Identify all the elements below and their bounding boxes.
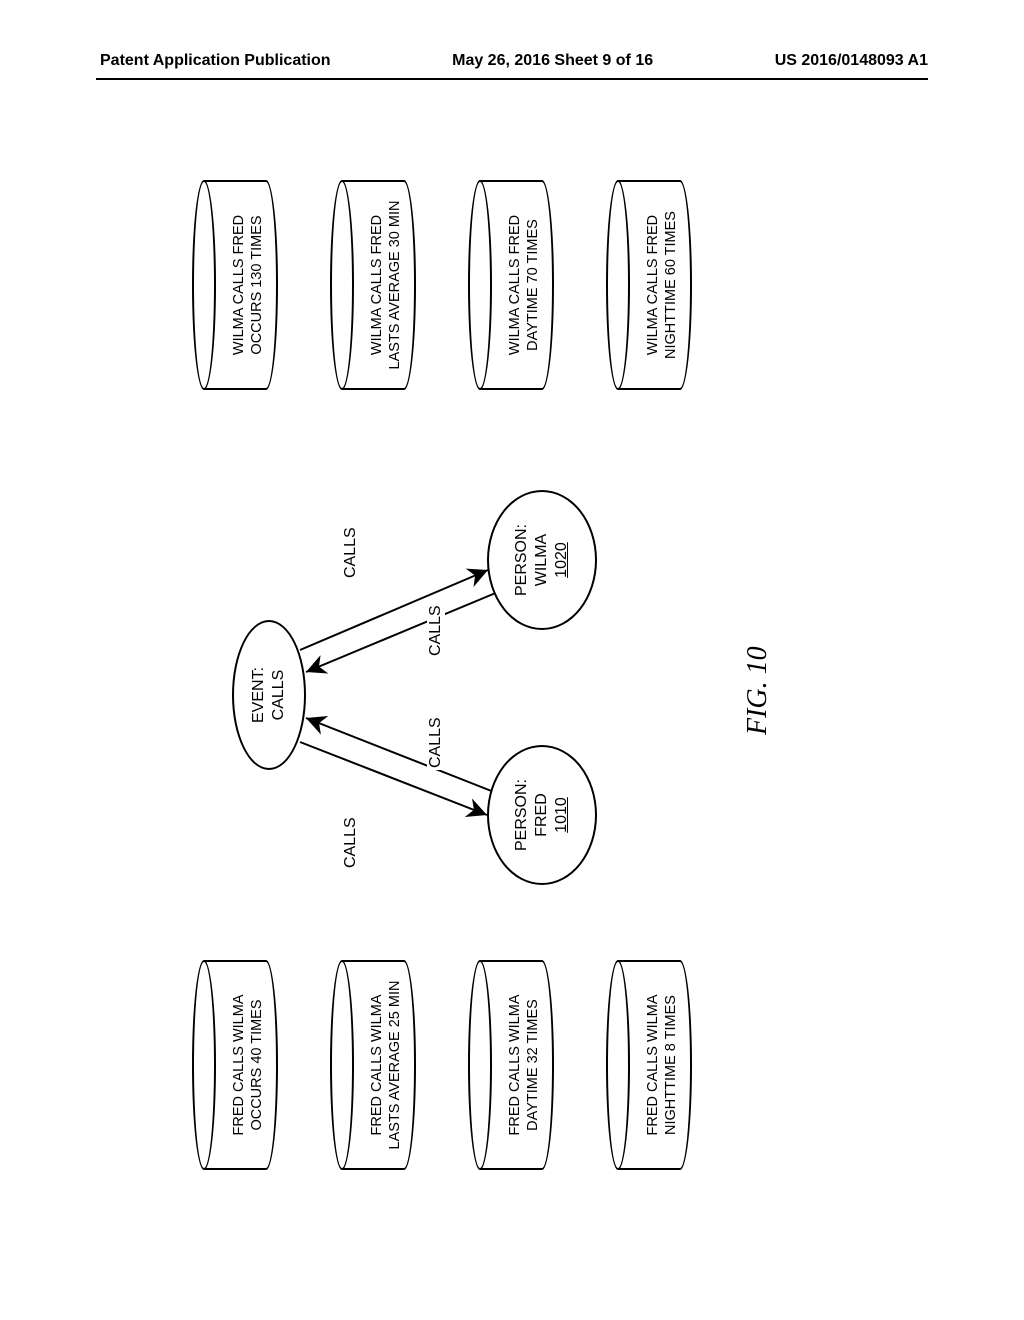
node-wilma-label2: WILMA	[533, 534, 550, 586]
node-wilma-ref: 1020	[553, 542, 570, 578]
figure-caption: FIG. 10	[742, 646, 774, 735]
cylinder-right-1-text: WILMA CALLS FREDLASTS AVERAGE 30 MIN	[350, 180, 404, 390]
cylinder-right-3-text: WILMA CALLS FREDNIGHTTIME 60 TIMES	[626, 180, 680, 390]
node-wilma-label1: PERSON:	[513, 524, 530, 596]
cylinder-left-1-text: FRED CALLS WILMALASTS AVERAGE 25 MIN	[350, 960, 404, 1170]
header-center: May 26, 2016 Sheet 9 of 16	[452, 52, 653, 70]
cylinder-left-2: FRED CALLS WILMADAYTIME 32 TIMES	[468, 960, 554, 1170]
node-fred-ref: 1010	[553, 797, 570, 833]
cylinder-left-2-text: FRED CALLS WILMADAYTIME 32 TIMES	[488, 960, 542, 1170]
cylinder-left-1: FRED CALLS WILMALASTS AVERAGE 25 MIN	[330, 960, 416, 1170]
cylinder-left-3: FRED CALLS WILMANIGHTTIME 8 TIMES	[606, 960, 692, 1170]
node-event-label1: EVENT:	[250, 667, 267, 723]
header-left: Patent Application Publication	[100, 52, 331, 70]
cylinder-right-2: WILMA CALLS FREDDAYTIME 70 TIMES	[468, 180, 554, 390]
page-header: Patent Application Publication May 26, 2…	[0, 52, 1024, 70]
cylinder-left-0-text: FRED CALLS WILMAOCCURS 40 TIMES	[212, 960, 266, 1170]
cylinder-right-0-text: WILMA CALLS FREDOCCURS 130 TIMES	[212, 180, 266, 390]
edge-label-event-fred: CALLS	[342, 815, 360, 870]
node-fred-label1: PERSON:	[513, 779, 530, 851]
node-event: EVENT: CALLS	[232, 620, 306, 770]
cylinder-right-3: WILMA CALLS FREDNIGHTTIME 60 TIMES	[606, 180, 692, 390]
edge-label-wilma-event: CALLS	[427, 603, 445, 658]
cylinder-right-0: WILMA CALLS FREDOCCURS 130 TIMES	[192, 180, 278, 390]
header-right: US 2016/0148093 A1	[775, 52, 928, 70]
edge-label-event-wilma: CALLS	[342, 525, 360, 580]
node-event-label2: CALLS	[270, 670, 287, 721]
arrow-wilma-to-event	[306, 592, 498, 672]
node-fred-label2: FRED	[533, 793, 550, 837]
arrow-event-to-wilma	[300, 570, 488, 650]
node-wilma: PERSON: WILMA 1020	[487, 490, 597, 630]
figure-diagram: FRED CALLS WILMAOCCURS 40 TIMES FRED CAL…	[112, 160, 912, 1190]
cylinder-right-1: WILMA CALLS FREDLASTS AVERAGE 30 MIN	[330, 180, 416, 390]
figure-viewport: FRED CALLS WILMAOCCURS 40 TIMES FRED CAL…	[0, 275, 1024, 1075]
header-rule	[96, 78, 928, 80]
edge-label-fred-event: CALLS	[427, 715, 445, 770]
cylinder-left-0: FRED CALLS WILMAOCCURS 40 TIMES	[192, 960, 278, 1170]
node-fred: PERSON: FRED 1010	[487, 745, 597, 885]
cylinder-left-3-text: FRED CALLS WILMANIGHTTIME 8 TIMES	[626, 960, 680, 1170]
cylinder-right-2-text: WILMA CALLS FREDDAYTIME 70 TIMES	[488, 180, 542, 390]
